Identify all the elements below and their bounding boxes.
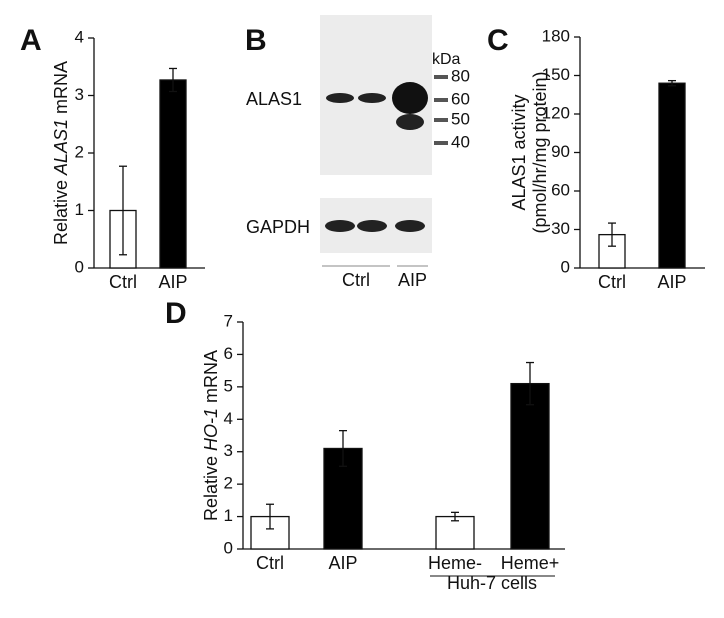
bar [510, 382, 550, 550]
panel-label: D [165, 297, 187, 330]
y-tick-label: 90 [551, 142, 570, 161]
y-tick-label: 180 [542, 26, 570, 45]
marker-label: 80 [451, 66, 470, 85]
panel-label: A [20, 24, 42, 57]
marker-title: kDa [432, 51, 461, 68]
band [396, 114, 424, 130]
y-tick-label: 120 [542, 103, 570, 122]
y-label-gene: ALAS1 [51, 119, 71, 176]
band [395, 220, 425, 232]
y-tick-label: 2 [224, 474, 233, 493]
x-tick-label: AIP [158, 272, 187, 292]
marker-tick [434, 98, 448, 102]
marker-label: 40 [451, 132, 470, 151]
x-tick-label: Heme+ [501, 553, 560, 573]
group-label: Huh-7 cells [447, 573, 537, 593]
y-axis-label: Relative ALAS1 mRNA [51, 61, 71, 245]
marker-tick [434, 118, 448, 122]
lane-label: Ctrl [342, 270, 370, 290]
bar [658, 82, 686, 269]
marker-label: 60 [451, 89, 470, 108]
y-tick-label: 3 [224, 441, 233, 460]
band [392, 82, 428, 114]
y-tick-label: 30 [551, 219, 570, 238]
y-tick-label: 3 [75, 85, 84, 104]
y-tick-label: 5 [224, 376, 233, 395]
x-tick-label: Heme- [428, 553, 482, 573]
lane-label: AIP [398, 270, 427, 290]
y-tick-label: 4 [75, 27, 84, 46]
y-tick-label: 1 [224, 506, 233, 525]
marker-label: 50 [451, 109, 470, 128]
y-tick-label: 2 [75, 142, 84, 161]
x-tick-label: Ctrl [109, 272, 137, 292]
y-tick-label: 6 [224, 344, 233, 363]
band-label: ALAS1 [246, 89, 302, 109]
y-axis-label: Relative HO-1 mRNA [201, 350, 221, 521]
x-tick-label: AIP [328, 553, 357, 573]
x-tick-label: AIP [657, 272, 686, 292]
y-label-text: Relative [51, 180, 71, 245]
y-tick-label: 4 [224, 409, 233, 428]
x-tick-label: Ctrl [598, 272, 626, 292]
band [357, 220, 387, 232]
marker-tick [434, 141, 448, 145]
band-label: GAPDH [246, 217, 310, 237]
band [326, 93, 354, 103]
band [358, 93, 386, 103]
y-tick-label: 60 [551, 180, 570, 199]
bar [435, 515, 475, 550]
y-tick-label: 150 [542, 65, 570, 84]
x-tick-label: Ctrl [256, 553, 284, 573]
y-label-gene: HO-1 [201, 408, 221, 451]
y-tick-label: 0 [224, 538, 233, 557]
y-label-text: mRNA [201, 350, 221, 403]
y-label-text: Relative [201, 456, 221, 521]
marker-tick [434, 75, 448, 79]
y-tick-label: 0 [75, 257, 84, 276]
band [325, 220, 355, 232]
y-axis-label: ALAS1 activity [509, 94, 529, 210]
y-axis-label: (pmol/hr/mg protein) [530, 71, 550, 233]
panel-label: B [245, 24, 267, 57]
y-label-text: mRNA [51, 61, 71, 114]
panel-label: C [487, 24, 509, 57]
bar [159, 79, 187, 269]
y-tick-label: 1 [75, 200, 84, 219]
y-tick-label: 0 [561, 257, 570, 276]
y-tick-label: 7 [224, 311, 233, 330]
